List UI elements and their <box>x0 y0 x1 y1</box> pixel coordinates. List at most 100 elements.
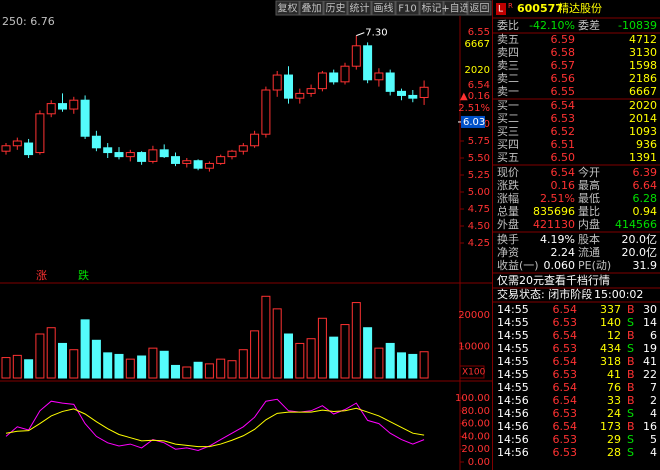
candle-body <box>114 152 124 158</box>
overlay-label: 2020 <box>465 65 490 76</box>
toolbar-button[interactable] <box>347 0 372 16</box>
volume-bar <box>171 364 180 379</box>
trade-volume: 318 <box>600 355 621 368</box>
book-volume: 1391 <box>629 151 657 164</box>
trade-volume: 76 <box>607 381 621 394</box>
up-label: 涨 <box>36 269 47 282</box>
volume-bar <box>80 319 90 379</box>
candle-body <box>69 99 79 110</box>
field-value: 0.16 <box>551 179 576 192</box>
trade-count: 7 <box>650 381 657 394</box>
trade-price: 6.53 <box>553 407 578 420</box>
toolbar-button[interactable] <box>275 0 300 16</box>
field-label: 今开 <box>578 165 600 179</box>
volume-bar <box>91 339 101 379</box>
y-tick-label: 4.50 <box>468 221 490 232</box>
book-label: 卖二 <box>497 72 519 85</box>
notice[interactable]: 仅需20元查看千档行情 <box>497 273 610 287</box>
trade-volume: 41 <box>607 368 621 381</box>
toolbar-button[interactable] <box>395 0 420 16</box>
overlay-label: 6667 <box>465 39 490 50</box>
volume-bar <box>1 357 11 379</box>
badge <box>496 3 506 15</box>
volume-bar <box>58 342 67 379</box>
toolbar-label[interactable]: +自选 <box>441 2 469 15</box>
book-price: 6.51 <box>551 138 576 151</box>
volume-unit: X100 <box>462 368 486 378</box>
trade-price: 6.54 <box>553 329 578 342</box>
toolbar-button[interactable] <box>371 0 396 16</box>
candle-body <box>317 72 327 90</box>
field-value: 6.54 <box>551 166 576 179</box>
toolbar-button[interactable] <box>443 0 468 16</box>
trade-time: 14:56 <box>497 446 529 459</box>
toolbar-label[interactable]: 返回 <box>470 3 490 15</box>
field-label: 现价 <box>497 166 519 179</box>
volume-bar <box>272 308 282 379</box>
toolbar-button[interactable] <box>467 0 492 16</box>
book-volume: 6667 <box>629 85 657 98</box>
candle-body <box>284 74 293 99</box>
volume-bar <box>12 354 22 379</box>
kdj-line <box>5 407 425 448</box>
candle-body <box>363 45 373 81</box>
trade-side: B <box>627 381 635 394</box>
book-volume: 4712 <box>629 33 657 46</box>
overlay-label: 6.55 <box>468 27 490 38</box>
book-label: 卖四 <box>497 46 519 59</box>
field-value: 6.64 <box>633 179 658 192</box>
trade-price: 6.54 <box>553 381 578 394</box>
trade-volume: 33 <box>607 394 621 407</box>
field-label: 股本 <box>578 232 600 246</box>
candle-body <box>193 160 203 169</box>
volume-bar <box>317 317 327 379</box>
toolbar-label[interactable]: F10 <box>398 4 416 15</box>
trade-side: B <box>627 329 635 342</box>
toolbar-label[interactable]: 历史 <box>326 3 346 15</box>
field-label: 委比 <box>497 19 519 32</box>
field-value: 2.24 <box>551 246 576 259</box>
trade-price: 6.54 <box>553 303 578 316</box>
volume-bar <box>374 347 384 379</box>
book-volume: 2186 <box>629 72 657 85</box>
book-label: 买二 <box>497 112 519 125</box>
candle-body <box>306 88 316 94</box>
trade-time: 14:55 <box>497 342 529 355</box>
trade-count: 14 <box>643 316 657 329</box>
trade-side: B <box>627 303 635 316</box>
badge-r: R <box>508 2 513 10</box>
candle-body <box>182 160 192 164</box>
toolbar-button[interactable] <box>323 0 348 16</box>
candle-body <box>35 113 45 154</box>
field-label: 净资 <box>497 245 519 259</box>
toolbar-label[interactable]: 统计 <box>350 2 370 15</box>
volume-bar <box>419 351 429 379</box>
trade-side: B <box>627 368 635 381</box>
stock-name: 精达股份 <box>558 2 602 15</box>
toolbar-label[interactable]: 画线 <box>374 2 394 15</box>
book-price: 6.59 <box>551 33 576 46</box>
field-label: 内盘 <box>578 217 600 231</box>
book-price: 6.53 <box>551 112 576 125</box>
field-value: 31.9 <box>633 259 658 272</box>
overlay-label: 2.51% <box>458 103 490 114</box>
toolbar-label[interactable]: 复权 <box>278 2 298 15</box>
volume-bar <box>363 327 373 379</box>
candle-body <box>171 156 180 164</box>
toolbar-label[interactable]: 叠加 <box>302 3 322 15</box>
candle-body <box>351 45 361 67</box>
field-value: 20.0亿 <box>622 233 658 246</box>
trade-count: 22 <box>643 368 657 381</box>
toolbar-button[interactable] <box>299 0 324 16</box>
volume-bar <box>397 352 406 379</box>
trade-count: 41 <box>643 355 657 368</box>
field-label: 涨跌 <box>497 178 519 192</box>
toolbar-button[interactable] <box>419 0 444 16</box>
toolbar-label[interactable]: 标记 <box>422 3 442 15</box>
candle-body <box>250 133 260 147</box>
trade-count: 6 <box>650 329 657 342</box>
trade-volume: 28 <box>607 446 621 459</box>
field-label: 换手 <box>497 232 519 246</box>
candle-body <box>419 86 429 98</box>
volume-bar <box>408 353 418 379</box>
